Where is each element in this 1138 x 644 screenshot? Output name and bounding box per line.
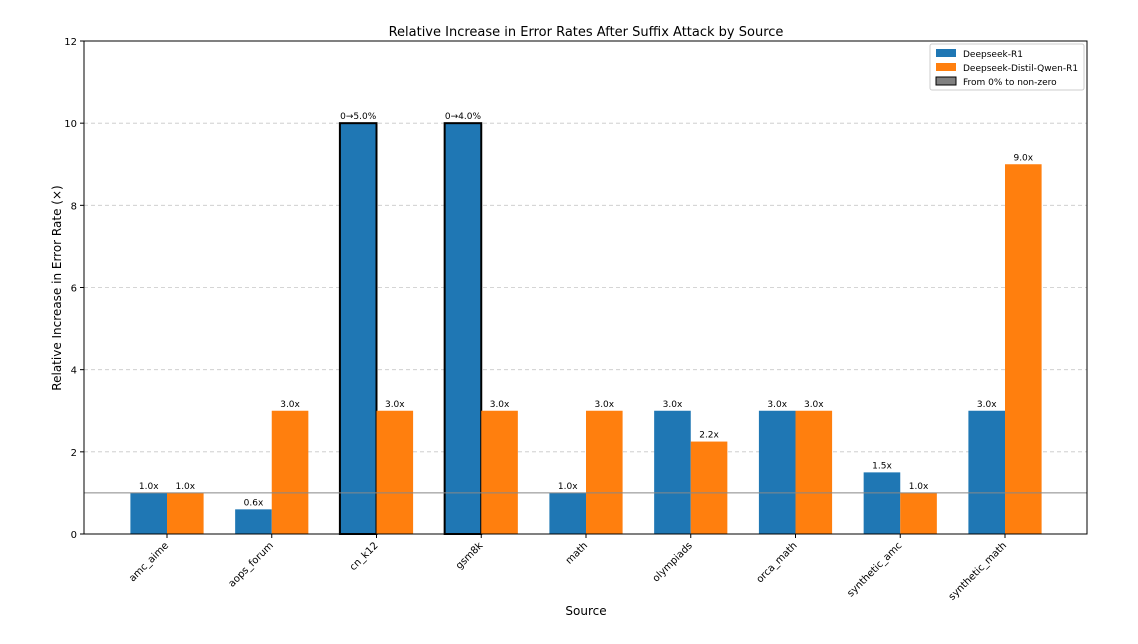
bar-orca_math-1 [795, 410, 833, 534]
bar-synthetic_math-0 [968, 410, 1005, 534]
legend-swatch [936, 63, 956, 71]
bar-orca_math-0 [758, 410, 796, 534]
legend-label: Deepseek-R1 [963, 50, 1023, 60]
bar-value-label: 9.0x [1013, 153, 1033, 163]
plot-frame [83, 40, 1088, 535]
bar-value-label: 1.0x [175, 482, 195, 492]
bar-value-label: 3.0x [977, 400, 997, 410]
bar-value-label: 1.0x [909, 482, 929, 492]
y-tick-label: 2 [71, 448, 77, 459]
x-tick-label: aops_forum [227, 540, 276, 589]
bar-value-label: 1.0x [558, 482, 578, 492]
y-tick-label: 0 [71, 530, 77, 541]
bar-value-label: 3.0x [804, 400, 824, 410]
bar-amc_aime-1 [167, 492, 204, 534]
legend-box [929, 43, 1085, 91]
bar-value-label: 0.6x [244, 498, 264, 508]
y-tick-label: 8 [71, 201, 77, 212]
x-tick-label: synthetic_math [947, 540, 1009, 602]
x-tick-label: synthetic_amc [845, 540, 904, 599]
legend-label: From 0% to non-zero [963, 78, 1057, 88]
x-tick-label: orca_math [755, 540, 800, 585]
bar-value-label: 3.0x [594, 400, 614, 410]
bar-value-label: 3.0x [490, 400, 510, 410]
bar-gsm8k-0 [443, 122, 483, 536]
bar-olympiads-1 [690, 441, 728, 534]
bar-value-label: 0→5.0% [340, 112, 377, 122]
legend-swatch [936, 49, 956, 57]
bar-synthetic_math-1 [1005, 164, 1042, 534]
bar-value-label: 0→4.0% [445, 112, 482, 122]
x-tick-label: math [564, 540, 590, 566]
chart-title: Relative Increase in Error Rates After S… [389, 25, 784, 40]
bar-cn_k12-1 [376, 410, 414, 534]
bar-value-label: 3.0x [280, 400, 300, 410]
bar-value-label: 3.0x [663, 400, 683, 410]
y-tick-label: 6 [71, 284, 77, 295]
bar-gsm8k-1 [481, 410, 518, 534]
x-tick-label: cn_k12 [348, 540, 381, 573]
bar-olympiads-0 [654, 410, 691, 534]
bar-math-0 [549, 492, 586, 534]
legend-swatch [935, 76, 957, 86]
x-axis-label: Source [565, 604, 606, 618]
bar-value-label: 2.2x [699, 431, 719, 441]
bar-synthetic_amc-0 [863, 472, 901, 534]
bar-value-label: 3.0x [385, 400, 405, 410]
bar-aops_forum-1 [271, 410, 309, 534]
bar-cn_k12-0 [338, 122, 378, 536]
bar-amc_aime-0 [130, 492, 167, 534]
bar-synthetic_amc-1 [900, 492, 937, 534]
y-axis-label: Relative Increase in Error Rate (×) [50, 185, 64, 390]
bar-value-label: 1.0x [139, 482, 159, 492]
bar-value-label: 1.5x [872, 461, 892, 471]
y-tick-label: 10 [64, 119, 77, 130]
x-tick-label: gsm8k [454, 540, 486, 572]
x-tick-label: amc_aime [127, 540, 171, 584]
y-tick-label: 4 [71, 366, 77, 377]
legend-label: Deepseek-Distil-Qwen-R1 [963, 64, 1078, 74]
y-tick-label: 12 [64, 37, 77, 48]
x-tick-label: olympiads [651, 540, 695, 584]
bar-math-1 [586, 410, 623, 534]
bar-value-label: 3.0x [767, 400, 787, 410]
bar-aops_forum-0 [235, 509, 272, 534]
